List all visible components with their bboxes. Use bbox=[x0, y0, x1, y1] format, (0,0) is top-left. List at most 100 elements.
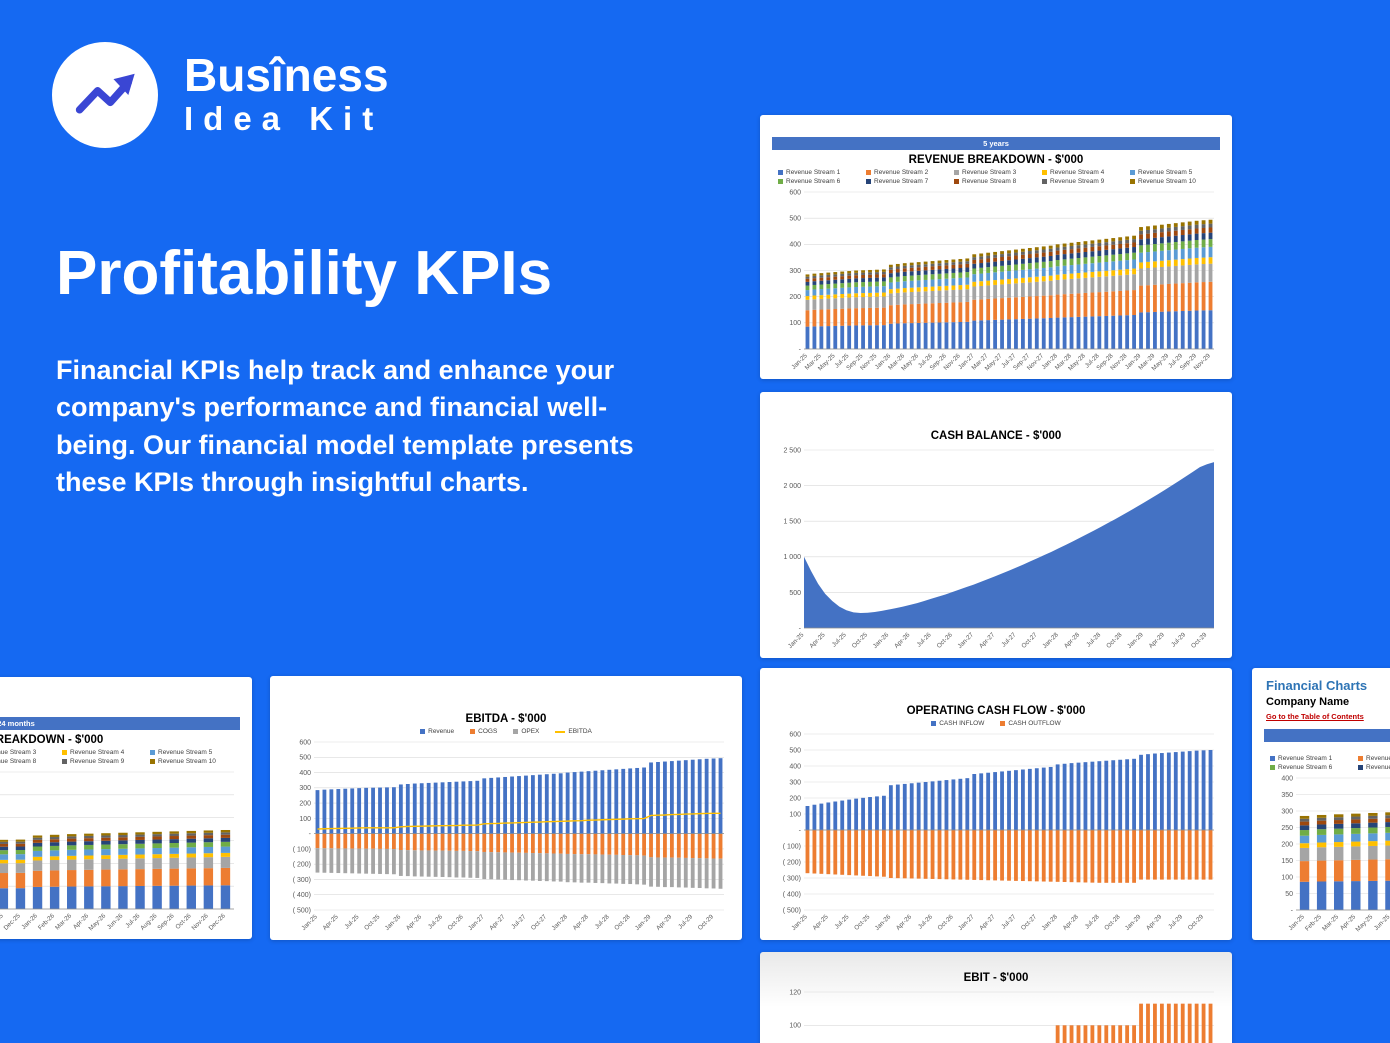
ebitda-chart: 600 500 400 300 200 100 - ( 100) ( 200) ( 300) ( 4… bbox=[280, 736, 732, 934]
svg-text:300: 300 bbox=[789, 779, 801, 786]
svg-text:Apr-28: Apr-28 bbox=[572, 913, 591, 932]
svg-text:Oct-27: Oct-27 bbox=[1020, 913, 1039, 932]
table-of-contents-link[interactable]: Go to the Table of Contents bbox=[1266, 712, 1364, 721]
svg-text:-: - bbox=[799, 827, 802, 834]
legend-swatch bbox=[1130, 170, 1135, 175]
svg-text:Jul-27: Jul-27 bbox=[510, 913, 527, 930]
ebit-chart: 12010080604020-Jan-25Apr-25Jul-25Oct-25J… bbox=[770, 986, 1222, 1043]
svg-text:Feb-26: Feb-26 bbox=[37, 912, 56, 931]
legend-label: Revenue Stream 10 bbox=[1138, 178, 1196, 185]
revenue-breakdown-mini-svg: 400 350 300 250 200 150 100 50 -Jan-25Feb-25Mar-… bbox=[1281, 775, 1390, 933]
legend-label: EBITDA bbox=[568, 728, 592, 735]
svg-text:400: 400 bbox=[789, 242, 801, 249]
svg-text:600: 600 bbox=[789, 189, 801, 196]
financial-charts-heading: Financial Charts bbox=[1266, 678, 1368, 693]
svg-text:Jul-28: Jul-28 bbox=[1084, 913, 1101, 930]
svg-text:( 500): ( 500) bbox=[783, 907, 801, 914]
svg-text:500: 500 bbox=[789, 216, 801, 223]
svg-text:Oct-29: Oct-29 bbox=[1190, 631, 1209, 650]
legend-label: Revenue Stream 2 bbox=[1366, 755, 1390, 762]
legend-swatch bbox=[1358, 765, 1363, 770]
svg-text:( 200): ( 200) bbox=[293, 862, 311, 869]
operating-cash-flow-svg: 600 500 400 300 200 100 - ( 100) ( 200) ( 300) ( 4… bbox=[783, 731, 1214, 932]
svg-text:Jan-25: Jan-25 bbox=[300, 913, 319, 932]
legend-swatch bbox=[555, 730, 566, 733]
legend-item: Revenue Stream 6 bbox=[1270, 764, 1354, 771]
legend-label: Revenue Stream 1 bbox=[786, 169, 841, 176]
legend-swatch bbox=[62, 759, 67, 764]
svg-text:Jan-27: Jan-27 bbox=[467, 913, 486, 932]
legend-swatch bbox=[954, 170, 959, 175]
legend-label: COGS bbox=[478, 728, 498, 735]
svg-text:Jul-25: Jul-25 bbox=[831, 631, 848, 648]
svg-text:Dec-25: Dec-25 bbox=[3, 912, 23, 932]
svg-text:Jan-25: Jan-25 bbox=[790, 913, 809, 932]
revenue-breakdown-24-months-svg: 600500400300200100-Jan-25Feb-25Mar-25Apr… bbox=[0, 771, 234, 932]
svg-text:2 500: 2 500 bbox=[783, 447, 801, 454]
legend-item: Revenue Stream 6 bbox=[778, 178, 862, 185]
svg-text:Jan-27: Jan-27 bbox=[956, 631, 975, 650]
legend-label: Revenue Stream 9 bbox=[1050, 178, 1105, 185]
legend-swatch bbox=[778, 170, 783, 175]
legend-swatch bbox=[1042, 170, 1047, 175]
cash-balance-card: CASH BALANCE - $'000 2 500 2 000 1 500 1 00… bbox=[760, 392, 1232, 658]
legend-swatch bbox=[1270, 765, 1275, 770]
svg-text:Jan-26: Jan-26 bbox=[872, 631, 891, 650]
svg-text:Jan-28: Jan-28 bbox=[1040, 913, 1059, 932]
legend-item: EBITDA bbox=[555, 728, 592, 735]
chart-title: REVENUE BREAKDOWN - $'000 bbox=[908, 154, 1084, 166]
legend-swatch bbox=[866, 170, 871, 175]
ebit-card: EBIT - $'000 12010080604020-Jan-25Apr-25… bbox=[760, 952, 1232, 1043]
svg-text:Jan-25: Jan-25 bbox=[1287, 913, 1306, 932]
legend-label: Revenue Stream 6 bbox=[786, 178, 841, 185]
svg-text:500: 500 bbox=[299, 755, 311, 762]
svg-text:350: 350 bbox=[1281, 792, 1293, 799]
svg-text:Oct-26: Oct-26 bbox=[447, 913, 466, 932]
legend-item: Revenue Stream 3 bbox=[0, 749, 58, 756]
svg-text:Jul-29: Jul-29 bbox=[1170, 631, 1187, 648]
legend-label: Revenue Stream 2 bbox=[874, 169, 929, 176]
legend-label: Revenue Stream 3 bbox=[0, 749, 37, 756]
svg-text:Jul-26: Jul-26 bbox=[916, 631, 933, 648]
legend-label: Revenue Stream 10 bbox=[158, 758, 216, 765]
legend-item: Revenue Stream 2 bbox=[1358, 755, 1390, 762]
svg-text:500: 500 bbox=[789, 747, 801, 754]
svg-text:250: 250 bbox=[1281, 825, 1293, 832]
svg-text:100: 100 bbox=[299, 816, 311, 823]
period-banner-24-months: 24 months bbox=[0, 717, 240, 730]
legend-label: Revenue Stream 7 bbox=[1366, 764, 1390, 771]
legend-swatch bbox=[470, 729, 476, 734]
period-banner bbox=[1264, 729, 1390, 742]
chart-legend: Revenue COGS OPEX EBITDA bbox=[280, 727, 732, 736]
svg-text:Nov-26: Nov-26 bbox=[190, 912, 210, 932]
svg-text:Sep-26: Sep-26 bbox=[156, 912, 176, 932]
svg-text:-: - bbox=[799, 346, 802, 353]
svg-text:-: - bbox=[1291, 907, 1294, 914]
svg-text:Jul-26: Jul-26 bbox=[917, 913, 934, 930]
svg-text:Oct-25: Oct-25 bbox=[853, 913, 872, 932]
revenue-breakdown-5y-card: 5 years REVENUE BREAKDOWN - $'000 Revenu… bbox=[760, 115, 1232, 379]
legend-swatch bbox=[866, 179, 871, 184]
svg-text:120: 120 bbox=[789, 989, 801, 996]
svg-text:400: 400 bbox=[1281, 775, 1293, 782]
legend-item: CASH INFLOW bbox=[931, 720, 984, 727]
svg-text:Oct-25: Oct-25 bbox=[363, 913, 382, 932]
svg-text:Jul-27: Jul-27 bbox=[1000, 913, 1017, 930]
legend-swatch bbox=[420, 729, 426, 734]
legend-item: Revenue Stream 7 bbox=[866, 178, 950, 185]
svg-text:Apr-27: Apr-27 bbox=[978, 913, 997, 932]
svg-text:2 000: 2 000 bbox=[783, 483, 801, 490]
svg-text:Apr-26: Apr-26 bbox=[405, 913, 424, 932]
svg-text:Jan-29: Jan-29 bbox=[1124, 913, 1143, 932]
svg-text:300: 300 bbox=[789, 268, 801, 275]
chart-title: OPERATING CASH FLOW - $'000 bbox=[906, 705, 1086, 717]
svg-text:100: 100 bbox=[789, 1023, 801, 1030]
svg-text:Oct-29: Oct-29 bbox=[1187, 913, 1206, 932]
svg-text:Jan-29: Jan-29 bbox=[1126, 631, 1145, 650]
brand-name-line2: Idea Kit bbox=[184, 100, 384, 138]
revenue-breakdown-5-years-svg: 600500400300200100-Jan-25Mar-25May-25Jul… bbox=[789, 189, 1214, 372]
revenue-breakdown-24m-chart: 600500400300200100-Jan-25Feb-25Mar-25Apr… bbox=[0, 766, 242, 933]
svg-text:100: 100 bbox=[1281, 874, 1293, 881]
legend-item: Revenue Stream 4 bbox=[62, 749, 146, 756]
svg-text:200: 200 bbox=[1281, 841, 1293, 848]
